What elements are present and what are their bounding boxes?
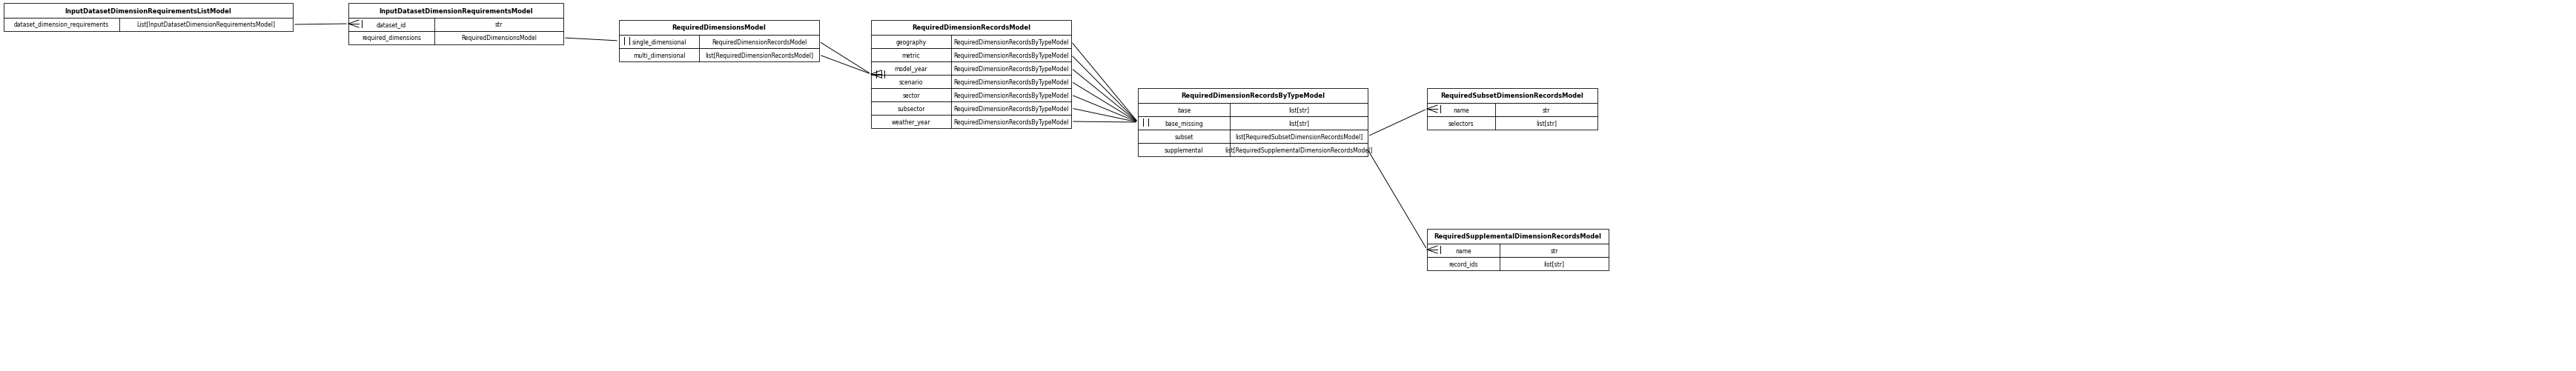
Text: list[RequiredSubsetDimensionRecordsModel]: list[RequiredSubsetDimensionRecordsModel…	[1234, 134, 1363, 140]
Text: subsector: subsector	[896, 105, 925, 112]
Bar	[871, 36, 1072, 49]
Text: selectors: selectors	[1448, 120, 1473, 127]
Bar	[1427, 104, 1597, 117]
Text: str: str	[1543, 107, 1551, 114]
Text: str: str	[495, 22, 502, 29]
Bar	[1427, 117, 1597, 130]
Bar	[871, 115, 1072, 129]
Text: geography: geography	[896, 39, 927, 46]
Bar	[3, 19, 294, 32]
Text: name: name	[1455, 247, 1471, 254]
Bar	[1139, 89, 1368, 104]
Bar	[348, 4, 564, 19]
Text: required_dimensions: required_dimensions	[361, 35, 420, 42]
Text: dataset_dimension_requirements: dataset_dimension_requirements	[13, 22, 108, 29]
Text: dataset_id: dataset_id	[376, 22, 407, 29]
Text: RequiredDimensionRecordsByTypeModel: RequiredDimensionRecordsByTypeModel	[953, 79, 1069, 85]
Text: List[InputDatasetDimensionRequirementsModel]: List[InputDatasetDimensionRequirementsMo…	[137, 22, 276, 29]
Text: list[str]: list[str]	[1535, 120, 1556, 127]
Bar	[1427, 257, 1607, 270]
Text: scenario: scenario	[899, 79, 922, 85]
Text: subset: subset	[1175, 134, 1193, 140]
Text: RequiredDimensionRecordsModel: RequiredDimensionRecordsModel	[711, 39, 806, 46]
Bar	[871, 102, 1072, 115]
Text: RequiredDimensionsModel: RequiredDimensionsModel	[461, 35, 536, 42]
Text: RequiredDimensionRecordsByTypeModel: RequiredDimensionRecordsByTypeModel	[953, 119, 1069, 125]
Text: RequiredDimensionRecordsByTypeModel: RequiredDimensionRecordsByTypeModel	[953, 65, 1069, 72]
Bar	[871, 49, 1072, 62]
Bar	[348, 19, 564, 32]
Bar	[871, 21, 1072, 36]
Bar	[1139, 117, 1368, 130]
Bar	[1427, 89, 1597, 104]
Text: RequiredDimensionRecordsByTypeModel: RequiredDimensionRecordsByTypeModel	[953, 92, 1069, 99]
Text: RequiredDimensionsModel: RequiredDimensionsModel	[672, 25, 765, 32]
Text: RequiredDimensionRecordsModel: RequiredDimensionRecordsModel	[912, 25, 1030, 32]
Text: multi_dimensional: multi_dimensional	[634, 52, 685, 59]
Text: name: name	[1453, 107, 1468, 114]
Text: metric: metric	[902, 52, 920, 59]
Bar	[1139, 143, 1368, 157]
Bar	[1139, 130, 1368, 143]
Bar	[618, 21, 819, 36]
Text: list[str]: list[str]	[1288, 120, 1309, 127]
Bar	[618, 36, 819, 49]
Text: InputDatasetDimensionRequirementsModel: InputDatasetDimensionRequirementsModel	[379, 8, 533, 14]
Bar	[1427, 244, 1607, 257]
Bar	[871, 75, 1072, 89]
Text: RequiredDimensionRecordsByTypeModel: RequiredDimensionRecordsByTypeModel	[953, 105, 1069, 112]
Text: RequiredSupplementalDimensionRecordsModel: RequiredSupplementalDimensionRecordsMode…	[1435, 233, 1602, 240]
Text: record_ids: record_ids	[1448, 260, 1479, 267]
Text: base: base	[1177, 107, 1190, 114]
Text: list[RequiredSupplementalDimensionRecordsModel]: list[RequiredSupplementalDimensionRecord…	[1226, 147, 1373, 153]
Bar	[1427, 229, 1607, 244]
Text: RequiredDimensionRecordsByTypeModel: RequiredDimensionRecordsByTypeModel	[953, 52, 1069, 59]
Text: list[str]: list[str]	[1543, 260, 1564, 267]
Bar	[871, 62, 1072, 75]
Text: supplemental: supplemental	[1164, 147, 1203, 153]
Text: list[str]: list[str]	[1288, 107, 1309, 114]
Text: RequiredSubsetDimensionRecordsModel: RequiredSubsetDimensionRecordsModel	[1440, 93, 1584, 99]
Text: base_missing: base_missing	[1164, 120, 1203, 127]
Text: list[RequiredDimensionRecordsModel]: list[RequiredDimensionRecordsModel]	[706, 52, 814, 59]
Text: sector: sector	[902, 92, 920, 99]
Bar	[618, 49, 819, 62]
Text: str: str	[1551, 247, 1558, 254]
Text: weather_year: weather_year	[891, 119, 930, 125]
Bar	[3, 4, 294, 19]
Text: RequiredDimensionRecordsByTypeModel: RequiredDimensionRecordsByTypeModel	[953, 39, 1069, 46]
Text: model_year: model_year	[894, 65, 927, 72]
Bar	[871, 89, 1072, 102]
Text: single_dimensional: single_dimensional	[631, 39, 685, 46]
Bar	[1139, 104, 1368, 117]
Text: InputDatasetDimensionRequirementsListModel: InputDatasetDimensionRequirementsListMod…	[64, 8, 232, 14]
Bar	[348, 32, 564, 45]
Text: RequiredDimensionRecordsByTypeModel: RequiredDimensionRecordsByTypeModel	[1180, 93, 1324, 99]
